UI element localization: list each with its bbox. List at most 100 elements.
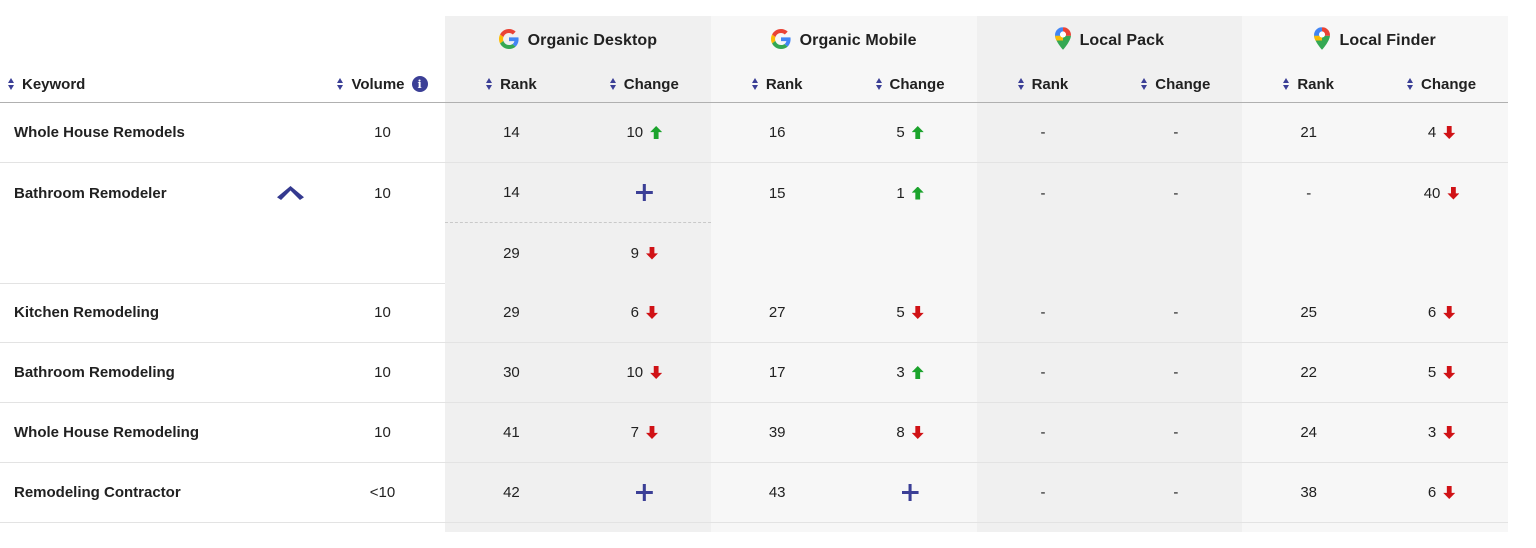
change-value: 4: [1427, 124, 1437, 141]
group-header-local-finder: Local Finder: [1242, 16, 1508, 66]
volume-value: 10: [374, 304, 391, 321]
change-value: -: [1173, 184, 1179, 202]
partial-cell: [1242, 523, 1508, 532]
organic-desktop-change-header[interactable]: Change: [577, 66, 711, 103]
local-finder-rank-header[interactable]: Rank: [1242, 66, 1376, 103]
partial-cell: [976, 523, 1243, 532]
sort-icon: [8, 78, 15, 90]
collapse-chevron-icon[interactable]: [277, 186, 304, 200]
organic-desktop-rank-header[interactable]: Rank: [445, 66, 578, 103]
keyword-text: Whole House Remodels: [14, 124, 185, 141]
volume-header-label: Volume: [351, 75, 405, 93]
rank-value: 24: [1300, 424, 1318, 441]
volume-value: 10: [374, 424, 391, 441]
change-direction-icon: [645, 246, 658, 260]
change-value: 9: [630, 244, 639, 262]
local-pack-change-cell: -: [1109, 463, 1243, 523]
organic-mobile-change-cell: 1: [843, 163, 977, 284]
change-header-label: Change: [889, 75, 945, 93]
local-finder-change-header[interactable]: Change: [1375, 66, 1508, 103]
info-icon[interactable]: [411, 76, 428, 92]
organic-desktop-change-cell: 9: [578, 223, 711, 283]
sort-icon: [486, 78, 493, 90]
rank-value: 15: [768, 184, 786, 202]
sort-icon: [609, 78, 617, 90]
organic-desktop-rank-cell: 14: [445, 103, 578, 163]
sort-icon: [1283, 78, 1290, 90]
change-direction-icon: [1443, 486, 1456, 499]
sort-icon: [1141, 78, 1148, 90]
google-g-icon: [498, 28, 519, 54]
local-finder-change-cell: 4: [1375, 103, 1508, 163]
local-finder-rank-cell: 24: [1242, 403, 1376, 463]
change-value: 7: [630, 424, 639, 441]
google-maps-pin-icon: [1054, 27, 1071, 55]
volume-cell: 10: [320, 163, 445, 284]
change-value: 8: [896, 424, 905, 441]
local-pack-change-cell: -: [1109, 403, 1243, 463]
keyword-text: Kitchen Remodeling: [14, 304, 160, 321]
group-header-organic-desktop: Organic Desktop: [445, 16, 711, 66]
rank-value: 14: [503, 124, 520, 141]
rank-value: -: [1306, 184, 1312, 202]
local-pack-change-header[interactable]: Change: [1109, 66, 1243, 103]
volume-column-header[interactable]: Volume: [320, 66, 445, 103]
local-finder-rank-cell: 22: [1242, 343, 1376, 403]
local-pack-change-cell: -: [1109, 103, 1243, 163]
rank-value: -: [1040, 424, 1046, 441]
organic-desktop-rank-cell: 29: [445, 223, 578, 283]
rank-value: 16: [768, 124, 786, 141]
change-value: 6: [630, 304, 639, 321]
partial-cell: [445, 523, 711, 532]
organic-mobile-change-cell: 5: [843, 283, 977, 343]
rank-value: -: [1040, 484, 1046, 501]
change-direction-icon: [1443, 126, 1456, 139]
keyword-text: Remodeling Contractor: [14, 484, 181, 501]
volume-cell: 10: [320, 103, 445, 163]
rank-value: -: [1040, 304, 1046, 321]
sort-icon: [875, 78, 883, 90]
change-direction-icon: [645, 426, 658, 439]
change-header-label: Change: [623, 75, 679, 93]
organic-mobile-change-header[interactable]: Change: [843, 66, 977, 103]
local-finder-change-cell: 3: [1375, 403, 1508, 463]
rank-value: 14: [503, 184, 520, 201]
organic-desktop-change-cell: 7: [577, 403, 711, 463]
organic-desktop-entry-2: 29 9: [445, 223, 711, 283]
change-direction-icon: [911, 186, 924, 200]
local-pack-rank-header[interactable]: Rank: [976, 66, 1110, 103]
local-finder-change-cell: 40: [1375, 163, 1508, 284]
sort-icon: [1407, 78, 1414, 90]
local-finder-rank-cell: -: [1242, 163, 1376, 284]
partial-next-row: [0, 523, 1508, 532]
keyword-cell: Remodeling Contractor: [0, 463, 320, 523]
organic-mobile-rank-cell: 15: [710, 163, 844, 284]
sort-icon: [751, 78, 759, 90]
local-pack-change-cell: -: [1109, 343, 1243, 403]
organic-desktop-rank-cell: 42: [445, 463, 578, 523]
change-value: 6: [1427, 304, 1437, 321]
organic-mobile-rank-cell: 16: [710, 103, 844, 163]
table-row: Kitchen Remodeling 10 29 6 27 5 - - 25 6: [0, 283, 1508, 343]
organic-mobile-change-cell: 8: [843, 403, 977, 463]
organic-mobile-rank-header[interactable]: Rank: [710, 66, 844, 103]
table-row: Whole House Remodels 10 14 10 16 5 - - 2…: [0, 103, 1508, 163]
organic-mobile-change-cell: [843, 463, 977, 523]
rank-header-label: Rank: [765, 75, 803, 93]
sort-icon: [337, 78, 344, 90]
change-direction-icon: [645, 306, 658, 319]
rank-value: 29: [503, 304, 520, 321]
local-finder-rank-cell: 25: [1242, 283, 1376, 343]
keyword-column-header[interactable]: Keyword: [0, 66, 320, 103]
local-finder-change-cell: 6: [1375, 463, 1508, 523]
sort-icon: [1017, 78, 1025, 90]
organic-desktop-change-cell: 6: [577, 283, 711, 343]
change-direction-icon: [911, 366, 924, 379]
organic-mobile-rank-cell: 27: [710, 283, 844, 343]
rank-value: 30: [503, 364, 520, 381]
group-header-organic-mobile: Organic Mobile: [710, 16, 977, 66]
rank-header-label: Rank: [500, 75, 537, 93]
change-header-label: Change: [1155, 75, 1211, 93]
organic-desktop-change-cell: 10: [577, 343, 711, 403]
rank-value: 29: [503, 244, 520, 262]
